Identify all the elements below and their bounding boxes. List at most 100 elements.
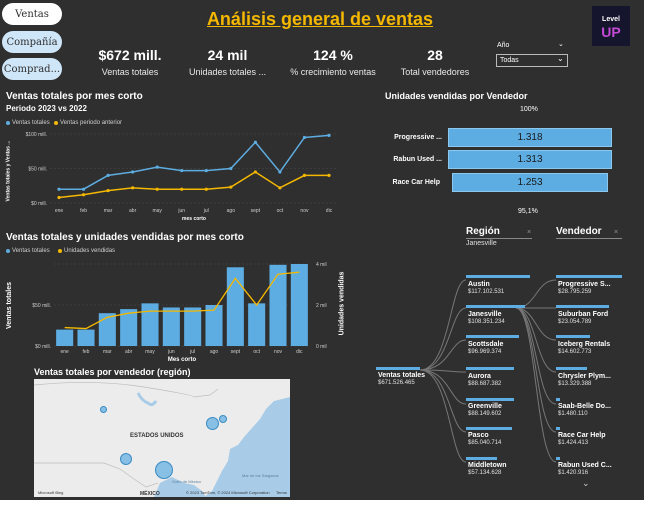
region-node-name[interactable]: Middletown (468, 462, 507, 469)
region-node-bar (466, 335, 519, 338)
x-tick-label: feb (83, 349, 90, 355)
region-node-value: $57.134.628 (468, 470, 502, 476)
kpi-ventas-value: $672 mill. (98, 47, 162, 63)
map-bubble[interactable] (206, 417, 219, 430)
logo-text-up: UP (601, 24, 621, 40)
vendor-node-bar (556, 335, 590, 338)
x-tick-label: dic (296, 349, 303, 355)
funnel-bar-rabun[interactable]: 1.313 (448, 150, 612, 169)
region-node-name[interactable]: Greenville (468, 403, 502, 410)
vendor-node-name[interactable]: Suburban Ford (558, 311, 609, 318)
map-bubble[interactable] (219, 415, 227, 423)
map-copyright: © 2023 TomTom, © 2024 Microsoft Corporat… (186, 490, 270, 495)
x-tick-label: sept (231, 349, 241, 355)
bar-nov (269, 264, 287, 346)
map-brand-label: Microsoft Bing (38, 490, 64, 495)
data-point (180, 168, 184, 173)
x-tick-label: mar (104, 208, 113, 214)
vendor-node-name[interactable]: Rabun Used C... (558, 462, 612, 469)
x-tick-label: ene (60, 349, 69, 355)
vendor-node-bar (556, 398, 560, 401)
region-node-value: $88.687.382 (468, 381, 502, 387)
bar-feb (77, 329, 95, 346)
line-chart: $100 mill. $50 mill. $0 mill. ene feb mar abr m… (26, 132, 338, 222)
vendor-node-bar (556, 367, 587, 370)
x-tick-label: sept (251, 208, 261, 214)
vendor-node-value: $13.329.388 (558, 381, 592, 387)
vendor-node-bar (556, 457, 560, 460)
funnel-bottom-pct: 95,1% (518, 208, 538, 215)
decomp-vendor-close-icon[interactable]: × (614, 229, 619, 236)
vendor-node-name[interactable]: Race Car Help (558, 432, 606, 439)
x-tick-label: jun (167, 349, 175, 355)
kpi-unidades-label: Unidades totales ... (188, 67, 267, 77)
level-up-logo: Level UP (592, 6, 630, 46)
decomp-vendor-header[interactable]: Vendedor (556, 226, 602, 237)
bar-ago (205, 305, 223, 346)
logo-text-level: Level (602, 16, 620, 23)
vendor-node-name[interactable]: Saab-Belle Do... (558, 403, 611, 410)
y2-tick-label: 0 mil (316, 344, 327, 350)
data-point (131, 170, 135, 174)
decomp-root-label[interactable]: Ventas totales (378, 372, 426, 379)
region-node-value: $117.102.531 (468, 289, 505, 295)
region-node-bar (466, 367, 514, 370)
kpi-vendedores-value: 28 (427, 47, 443, 63)
map-bubble[interactable] (155, 461, 173, 479)
map-background (34, 379, 290, 497)
map-terms-link[interactable]: Terms (276, 490, 287, 495)
y-tick-label: $0 mill. (31, 201, 47, 207)
data-point (57, 187, 61, 191)
data-point (155, 165, 159, 169)
legend-dot-ventas-icon (6, 249, 10, 253)
region-node-name[interactable]: Aurora (468, 373, 491, 380)
region-node-name[interactable]: Janesville (468, 311, 502, 318)
vendor-node-name[interactable]: Chrysler Plym... (558, 373, 611, 380)
y-tick-label: $0 mill. (35, 344, 51, 350)
vendor-node-value: $28.795.259 (558, 289, 592, 295)
map-bubble[interactable] (100, 406, 107, 413)
decomp-region-header[interactable]: Región (466, 226, 500, 237)
vendor-node-name[interactable]: Iceberg Rentals (558, 341, 611, 348)
legend-unidades-vendidas: Unidades vendidas (64, 248, 116, 254)
kpi-crecimiento-value: 124 % (313, 47, 353, 63)
x-tick-label: abr (125, 349, 133, 355)
y-tick-label: $50 mill. (32, 303, 51, 309)
year-filter-dropdown[interactable]: Todas ⌄ (496, 54, 568, 67)
data-point (106, 188, 110, 193)
vendor-node-bar (556, 305, 609, 308)
kpi-vendedores-label: Total vendedores (400, 67, 470, 77)
funnel-bar-race-car[interactable]: 1.253 (452, 173, 608, 192)
data-point (204, 187, 208, 191)
map-bubble[interactable] (120, 453, 132, 465)
vendor-node-name[interactable]: Progressive S... (558, 281, 611, 288)
year-filter-value: Todas (500, 57, 519, 64)
combo-chart: $50 mill. $0 mill. 4 mil 2 mil 0 mil ene feb ma… (32, 262, 327, 363)
vendor-scroll-down-icon[interactable]: ⌄ (582, 478, 590, 488)
data-point (81, 193, 86, 197)
year-filter-chevron-icon[interactable]: ⌄ (558, 41, 564, 48)
data-point (131, 186, 135, 190)
bar-may (141, 303, 159, 346)
combo-chart-y2label: Unidades vendidas (338, 271, 346, 336)
data-point (327, 133, 331, 137)
funnel-title: Unidades vendidas por Vendedor (385, 91, 528, 101)
map-mexico-label: MÉXICO (140, 491, 160, 497)
dropdown-chevron-icon: ⌄ (557, 54, 564, 63)
region-node-name[interactable]: Austin (468, 281, 490, 288)
x-tick-label: mar (103, 349, 112, 355)
nav-button-compania[interactable]: Compañía (2, 31, 62, 53)
decomp-root-value: $671.526.465 (378, 380, 415, 386)
region-node-bar (466, 275, 530, 278)
region-node-name[interactable]: Scottsdale (468, 341, 504, 348)
nav-button-ventas[interactable]: Ventas (2, 3, 62, 25)
map-visual[interactable]: ESTADOS UNIDOS Mar de los Sargazos Golfo… (34, 379, 290, 497)
nav-button-compradores[interactable]: Comprad... (2, 58, 62, 80)
x-tick-label: ago (227, 208, 236, 214)
region-node-bar (466, 457, 497, 460)
region-node-name[interactable]: Pasco (468, 432, 489, 439)
decomp-region-close-icon[interactable]: × (527, 229, 532, 236)
bar-sept (226, 267, 244, 346)
funnel-bar-progressive[interactable]: 1.318 (448, 128, 612, 147)
data-point (302, 173, 307, 177)
